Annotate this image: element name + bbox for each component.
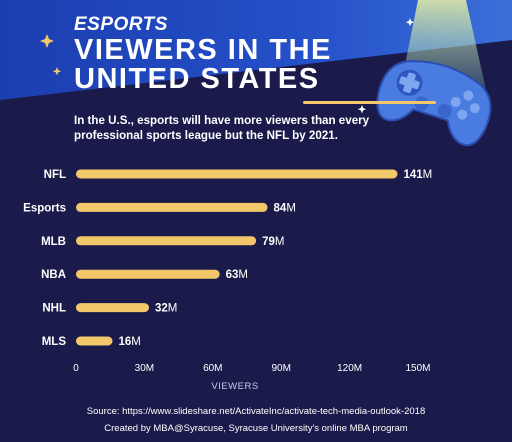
data-label: 141M: [403, 169, 432, 181]
bar: [76, 202, 268, 212]
data-label: 32M: [155, 303, 177, 315]
sparkle-icon: [40, 18, 415, 114]
x-tick-label: 150M: [405, 363, 430, 374]
x-tick-label: 60M: [203, 363, 222, 374]
source-note: Source: https://www.slideshare.net/Activ…: [86, 406, 426, 417]
category-label: NFL: [44, 169, 66, 181]
bar: [76, 336, 113, 346]
data-label: 84M: [274, 202, 296, 214]
bar: [76, 303, 149, 313]
header-band: [0, 0, 512, 100]
bar: [76, 169, 398, 179]
category-label: Esports: [23, 202, 66, 214]
data-label: 63M: [226, 269, 248, 281]
x-tick-label: 0: [73, 363, 79, 374]
x-axis-title: VIEWERS: [211, 381, 258, 392]
category-label: MLS: [42, 336, 67, 348]
credit-note: Created by MBA@Syracuse, Syracuse Univer…: [104, 423, 408, 434]
subtitle: In the U.S., esports will have more view…: [74, 114, 370, 142]
title-underline: [303, 101, 436, 104]
bar: [76, 236, 257, 246]
data-label: 79M: [262, 236, 284, 248]
category-label: NBA: [41, 269, 66, 281]
x-tick-label: 120M: [337, 363, 362, 374]
x-tick-label: 90M: [271, 363, 290, 374]
x-tick-label: 30M: [135, 363, 154, 374]
data-label: 16M: [118, 336, 140, 348]
kicker-text: ESPORTS: [74, 14, 168, 35]
category-label: MLB: [41, 236, 66, 248]
category-label: NHL: [42, 303, 66, 315]
bar: [76, 269, 220, 279]
page-title: VIEWERS IN THE UNITED STATES: [74, 34, 332, 95]
